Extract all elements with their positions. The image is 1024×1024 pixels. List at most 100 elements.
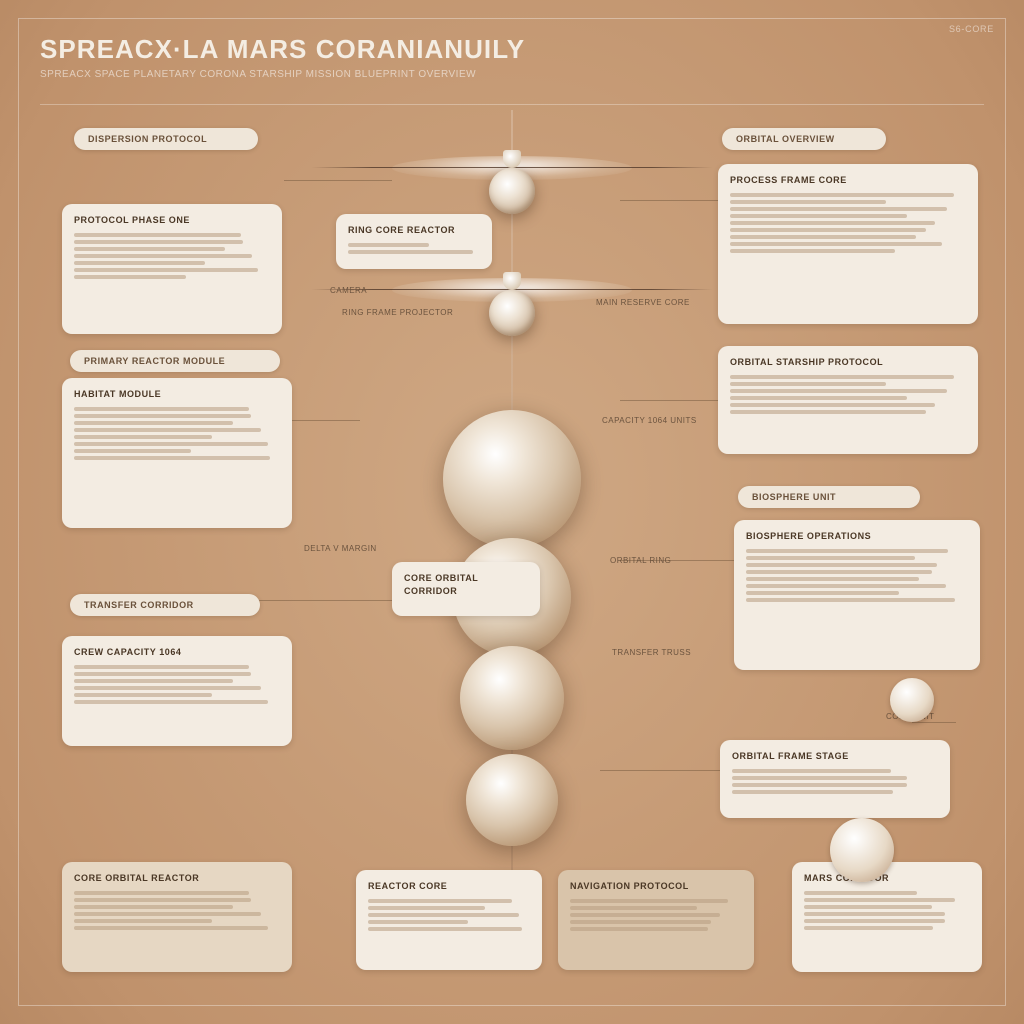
card-body-line [746,556,915,560]
card-body-line [74,240,243,244]
card-body-line [74,254,252,258]
card-body-line [730,382,886,386]
card-c5: CORE ORBITAL REACTOR [62,862,292,972]
connector-6 [600,770,720,771]
card-heading: CREW CAPACITY 1064 [74,646,280,659]
connector-1 [284,420,360,421]
card-body-line [74,905,233,909]
card-body-line [730,375,954,379]
card-body-line [570,927,708,931]
card-body-line [74,672,251,676]
card-body-line [74,693,212,697]
card-c6: REACTOR CORE [356,870,542,970]
card-body-line [804,919,945,923]
card-body-line [746,549,948,553]
card-heading: PROTOCOL PHASE ONE [74,214,270,227]
card-body-line [348,250,473,254]
header-rule [40,104,984,105]
corner-top-right: S6-CORE [949,24,994,34]
card-heading: PROCESS FRAME CORE [730,174,966,187]
card-body-line [348,243,429,247]
card-body-line [368,913,519,917]
card-body-line [730,235,916,239]
card-body-line [746,570,932,574]
card-c2: RING CORE REACTOR [336,214,492,269]
stage-planet [443,410,581,548]
card-body-line [732,790,893,794]
card-body-line [74,268,258,272]
card-body-line [74,665,249,669]
pill-p1: DISPERSION PROTOCOL [74,128,258,150]
card-body-line [746,563,937,567]
card-body-line [74,421,233,425]
card-body-line [730,228,926,232]
axis-stage-0 [382,156,642,214]
card-body-line [74,686,261,690]
callout-5: TRANSFER TRUSS [612,648,691,657]
connector-3 [620,200,720,201]
card-body-line [74,912,261,916]
stage-planet [466,754,558,846]
card-body-line [730,389,947,393]
card-body-line [74,442,268,446]
card-body-line [732,783,907,787]
sphere-1 [830,818,894,882]
card-body-line [746,584,946,588]
card-heading: BIOSPHERE OPERATIONS [746,530,968,543]
card-body-line [730,221,935,225]
card-body-line [74,275,186,279]
callout-6: DELTA V MARGIN [304,544,377,553]
callout-3: CAPACITY 1064 UNITS [602,416,697,425]
card-heading: CORE ORBITAL REACTOR [74,872,280,885]
card-body-line [74,407,249,411]
card-body-line [732,776,907,780]
card-body-line [74,435,212,439]
callout-0: CAMERA [330,286,367,295]
card-c7: NAVIGATION PROTOCOL [558,870,754,970]
card-body-line [74,926,268,930]
card-body-line [74,919,212,923]
card-heading: REACTOR CORE [368,880,530,893]
card-body-line [730,214,907,218]
card-c4: CREW CAPACITY 1064 [62,636,292,746]
card-heading: HABITAT MODULE [74,388,280,401]
card-c8: MARS CORRIDOR [792,862,982,972]
connector-7 [912,722,956,723]
card-body-line [74,414,251,418]
card-heading: CORE ORBITAL CORRIDOR [404,572,528,598]
card-body-line [74,233,241,237]
card-body-line [730,403,935,407]
card-body-line [746,591,899,595]
card-body-line [74,456,270,460]
card-body-line [74,700,268,704]
card-heading: ORBITAL STARSHIP PROTOCOL [730,356,966,369]
card-body-line [804,898,955,902]
card-body-line [804,926,933,930]
pill-p2: PRIMARY REACTOR MODULE [70,350,280,372]
header: SPREACX·LA MARS CORANIANUILY SPREACX SPA… [40,34,984,80]
card-body-line [74,261,205,265]
card-body-line [570,899,728,903]
connector-0 [284,180,392,181]
card-c11: BIOSPHERE OPERATIONS [734,520,980,670]
card-body-line [74,891,249,895]
card-body-line [730,410,926,414]
card-body-line [74,679,233,683]
card-body-line [746,598,955,602]
callout-1: RING FRAME PROJECTOR [342,308,453,317]
stage-pod [489,168,535,214]
card-c13: CORE ORBITAL CORRIDOR [392,562,540,616]
card-body-line [74,247,225,251]
callout-4: ORBITAL RING [610,556,671,565]
connector-2 [252,600,400,601]
card-body-line [730,249,895,253]
page-title: SPREACX·LA MARS CORANIANUILY [40,34,984,65]
card-body-line [368,906,485,910]
card-body-line [74,449,191,453]
card-body-line [730,200,886,204]
card-heading: MARS CORRIDOR [804,872,970,885]
axis-stage-4 [382,646,642,750]
card-body-line [730,242,942,246]
card-body-line [732,769,891,773]
stage-planet [460,646,564,750]
